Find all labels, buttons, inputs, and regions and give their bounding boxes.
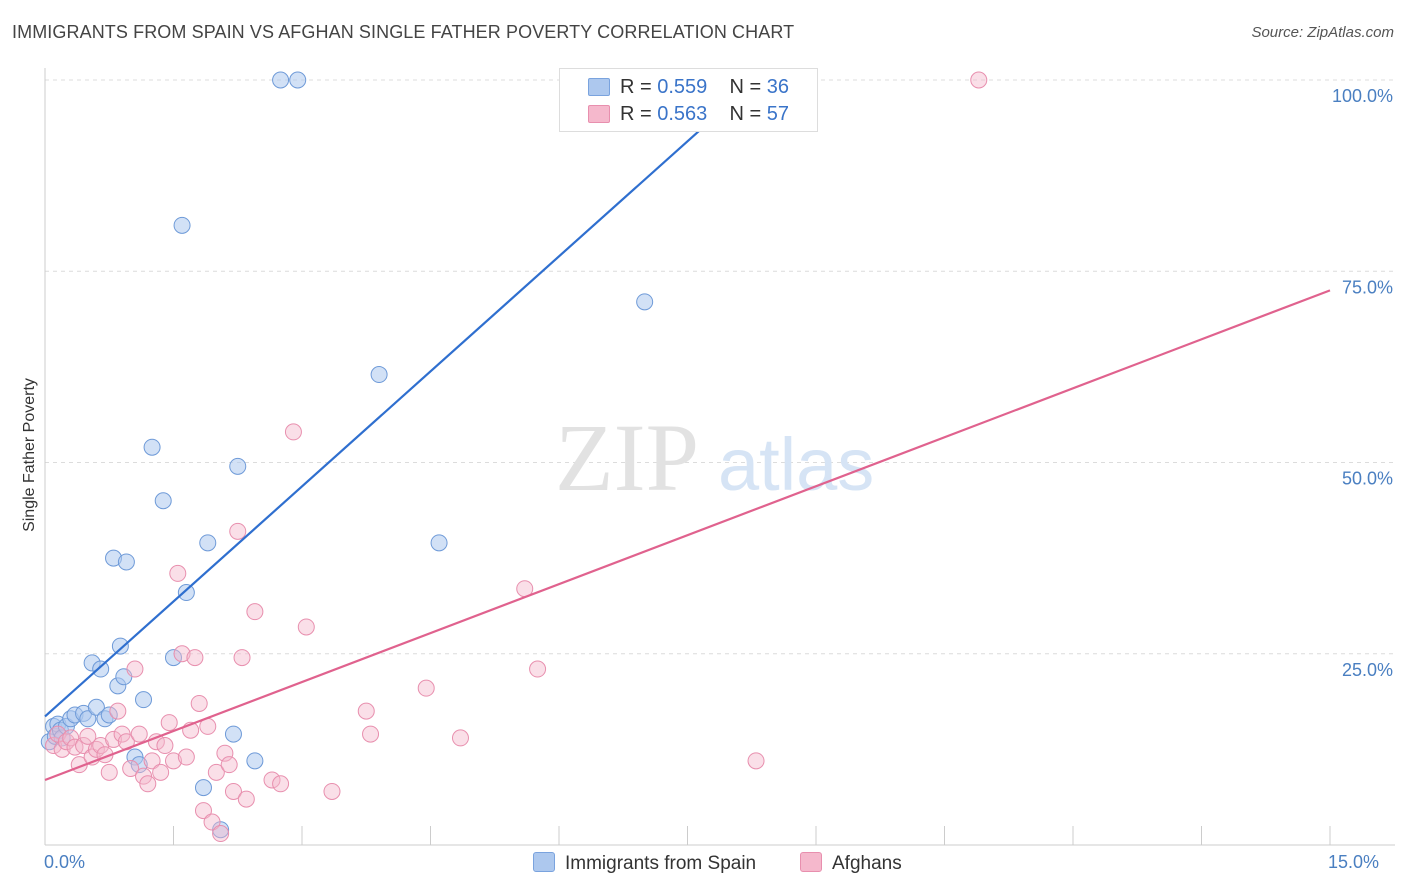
legend-swatch-blue (588, 78, 610, 96)
point-afghans (177, 748, 195, 766)
point-afghans (105, 730, 123, 748)
point-afghans (45, 737, 63, 755)
point-spain (92, 660, 110, 678)
x-tick-min: 0.0% (44, 852, 86, 872)
point-spain (79, 710, 97, 728)
chart-title: IMMIGRANTS FROM SPAIN VS AFGHAN SINGLE F… (12, 22, 795, 42)
point-spain (87, 698, 105, 716)
point-afghans (263, 771, 281, 789)
point-afghans (173, 645, 191, 663)
bottom-legend-blue: Immigrants from Spain (533, 852, 756, 875)
legend: R = 0.559 N = 36 R = 0.563 N = 57 (559, 68, 818, 132)
point-afghans (100, 763, 118, 781)
point-afghans (130, 725, 148, 743)
legend-row-blue: R = 0.559 N = 36 (620, 76, 790, 98)
point-afghans (237, 790, 255, 808)
bottom-legend-swatch-pink (800, 852, 822, 872)
point-afghans (109, 702, 127, 720)
point-afghans (246, 603, 264, 621)
point-spain (143, 438, 161, 456)
point-spain (130, 756, 148, 774)
point-spain (154, 492, 172, 510)
point-afghans (357, 702, 375, 720)
point-afghans (135, 767, 153, 785)
y-tick-label: 75.0% (1342, 277, 1393, 297)
y-tick-label: 100.0% (1332, 86, 1393, 106)
legend-row-pink: R = 0.563 N = 57 (620, 103, 790, 125)
point-afghans (323, 782, 341, 800)
point-spain (199, 534, 217, 552)
point-afghans (160, 714, 178, 732)
trend-line-spain (44, 102, 732, 718)
point-afghans (284, 423, 302, 441)
y-tick-label: 50.0% (1342, 469, 1393, 489)
point-afghans (165, 752, 182, 770)
point-afghans (53, 740, 71, 758)
point-afghans (190, 694, 208, 712)
point-afghans (75, 737, 93, 755)
y-tick-label: 25.0% (1342, 660, 1393, 680)
point-spain (177, 584, 195, 602)
point-afghans (272, 775, 290, 793)
point-spain (272, 71, 290, 89)
point-afghans (186, 649, 204, 667)
trend-lines (44, 102, 1331, 782)
point-spain (165, 649, 182, 667)
point-afghans (529, 660, 547, 678)
legend-swatch-pink (588, 105, 610, 123)
point-spain (173, 216, 191, 234)
bottom-legend-pink: Afghans (800, 852, 902, 875)
bottom-legend-swatch-blue (533, 852, 555, 872)
point-spain (430, 534, 448, 552)
point-afghans (169, 564, 187, 582)
point-afghans (122, 760, 140, 777)
point-afghans (207, 763, 225, 781)
point-spain (636, 293, 654, 311)
point-spain (229, 457, 247, 475)
point-afghans (113, 725, 131, 743)
point-spain (117, 553, 135, 571)
point-afghans (126, 660, 144, 678)
point-afghans (212, 825, 230, 843)
point-afghans (297, 618, 315, 636)
x-tick-max: 15.0% (1328, 852, 1380, 872)
point-afghans (229, 522, 247, 540)
point-afghans (224, 782, 242, 800)
point-afghans (152, 763, 170, 781)
watermark: ZIP atlas (555, 404, 874, 511)
y-axis-label: Single Father Poverty (21, 378, 38, 532)
point-afghans (79, 727, 97, 745)
point-afghans (220, 756, 238, 774)
point-afghans (62, 729, 80, 747)
point-spain (100, 706, 118, 724)
point-afghans (194, 802, 212, 820)
point-spain (194, 779, 212, 797)
point-spain (370, 366, 388, 384)
point-spain (111, 637, 129, 655)
watermark-zip: ZIP (555, 404, 699, 511)
grid-lines (45, 79, 1395, 655)
point-afghans (362, 725, 380, 743)
point-afghans (747, 752, 765, 770)
point-afghans (417, 679, 435, 697)
point-afghans (451, 729, 469, 747)
point-afghans (156, 737, 174, 755)
point-afghans (143, 752, 161, 770)
point-afghans (139, 775, 157, 793)
data-points (40, 71, 988, 843)
trend-line-afghans (44, 289, 1331, 782)
point-spain (289, 71, 307, 89)
point-afghans (970, 71, 988, 89)
y-tick-labels: 25.0% 50.0% 75.0% 100.0% (1332, 86, 1393, 680)
point-afghans (233, 649, 251, 667)
point-spain (246, 752, 264, 770)
point-spain (224, 725, 242, 743)
point-spain (135, 691, 153, 709)
point-afghans (203, 813, 221, 831)
source-credit: Source: ZipAtlas.com (1251, 24, 1394, 41)
watermark-atlas: atlas (718, 423, 874, 506)
point-afghans (66, 738, 84, 756)
point-afghans (216, 744, 234, 762)
